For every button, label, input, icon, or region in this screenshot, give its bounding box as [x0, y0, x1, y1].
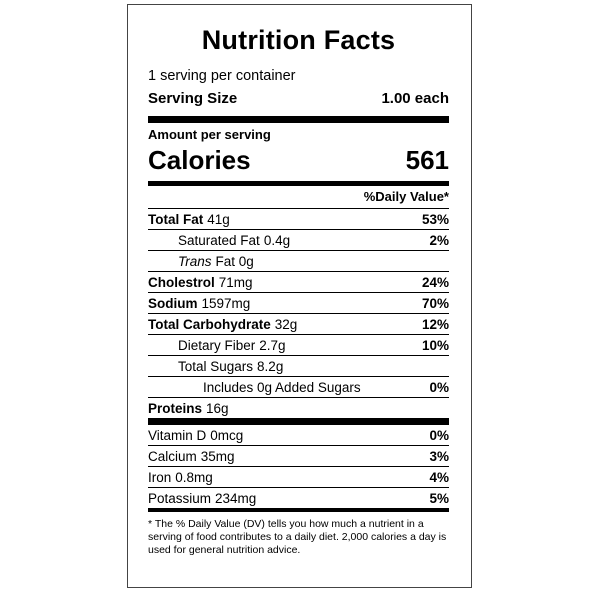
nutrient-row-saturated-fat: Saturated Fat 0.4g 2% — [148, 230, 449, 251]
nutrient-dv: 12% — [421, 316, 449, 332]
nutrient-row-added-sugars: Includes 0g Added Sugars 0% — [148, 377, 449, 398]
vitamin-row-iron: Iron 0.8mg 4% — [148, 467, 449, 488]
nutrient-label: Total Fat — [148, 211, 204, 227]
nutrition-facts-label: Nutrition Facts 1 serving per container … — [127, 4, 472, 588]
nutrient-dv: 70% — [421, 295, 449, 311]
nutrient-amount: 2.7g — [259, 337, 286, 353]
vitamin-row-vitamin-d: Vitamin D 0mcg 0% — [148, 425, 449, 446]
nutrient-amount: 0.4g — [263, 232, 291, 248]
nutrient-amount: 1597mg — [201, 295, 251, 311]
nutrient-dv: 0% — [429, 379, 449, 395]
vitamin-label: Potassium — [148, 490, 212, 506]
daily-value-header: %Daily Value* — [148, 186, 449, 209]
nutrient-row-total-carbohydrate: Total Carbohydrate 32g 12% — [148, 314, 449, 335]
nutrient-label: Sodium — [148, 295, 198, 311]
nutrient-row-dietary-fiber: Dietary Fiber 2.7g 10% — [148, 335, 449, 356]
nutrient-dv: 10% — [421, 337, 449, 353]
nutrient-row-cholestrol: Cholestrol 71mg 24% — [148, 272, 449, 293]
daily-value-footnote: * The % Daily Value (DV) tells you how m… — [148, 518, 447, 556]
nutrient-label: Proteins — [148, 400, 203, 416]
vitamin-dv: 0% — [429, 427, 449, 443]
nutrient-label: Includes 0g Added Sugars — [203, 379, 361, 395]
vitamin-label: Vitamin D — [148, 427, 207, 443]
vitamin-dv: 4% — [429, 469, 449, 485]
vitamin-dv: 3% — [429, 448, 449, 464]
vitamin-amount: 0.8mg — [175, 469, 213, 485]
calories-label: Calories — [148, 145, 251, 175]
serving-size-value: 1.00 each — [381, 90, 449, 107]
nutrient-row-sodium: Sodium 1597mg 70% — [148, 293, 449, 314]
calories-row: Calories 561 — [148, 145, 449, 175]
nutrient-label: Total Sugars — [178, 358, 254, 374]
vitamin-amount: 234mg — [215, 490, 257, 506]
serving-size-row: Serving Size 1.00 each — [148, 90, 449, 108]
vitamin-dv: 5% — [429, 490, 449, 506]
nutrient-row-total-sugars: Total Sugars 8.2g — [148, 356, 449, 377]
nutrient-amount: Fat 0g — [215, 253, 254, 269]
nutrient-label: Total Carbohydrate — [148, 316, 271, 332]
nutrient-row-total-fat: Total Fat 41g 53% — [148, 209, 449, 230]
vitamin-row-potassium: Potassium 234mg 5% — [148, 488, 449, 512]
divider-medium — [148, 181, 449, 186]
nutrient-amount: 32g — [274, 316, 298, 332]
nutrient-amount: 41g — [207, 211, 230, 227]
nutrient-amount: 16g — [206, 400, 229, 416]
nutrient-amount: 71mg — [218, 274, 253, 290]
nutrient-label: Dietary Fiber — [178, 337, 256, 353]
nutrient-dv: 2% — [429, 232, 449, 248]
nutrient-row-proteins: Proteins 16g — [148, 398, 449, 425]
vitamin-label: Iron — [148, 469, 172, 485]
label-title: Nutrition Facts — [201, 25, 396, 55]
vitamin-amount: 35mg — [200, 448, 235, 464]
vitamin-label: Calcium — [148, 448, 197, 464]
vitamin-row-calcium: Calcium 35mg 3% — [148, 446, 449, 467]
nutrient-label: Trans — [178, 253, 212, 269]
serving-size-label: Serving Size — [148, 90, 238, 107]
nutrient-label: Saturated Fat — [178, 232, 260, 248]
nutrient-row-trans-fat: Trans Fat 0g — [148, 251, 449, 272]
divider-thick — [148, 116, 449, 123]
nutrient-dv: 53% — [421, 211, 449, 227]
nutrient-label: Cholestrol — [148, 274, 215, 290]
calories-value: 561 — [405, 145, 449, 175]
nutrient-amount: 8.2g — [257, 358, 284, 374]
servings-per-container: 1 serving per container — [148, 68, 296, 84]
vitamin-amount: 0mcg — [210, 427, 244, 443]
amount-per-serving: Amount per serving — [148, 127, 271, 142]
nutrient-dv: 24% — [421, 274, 449, 290]
